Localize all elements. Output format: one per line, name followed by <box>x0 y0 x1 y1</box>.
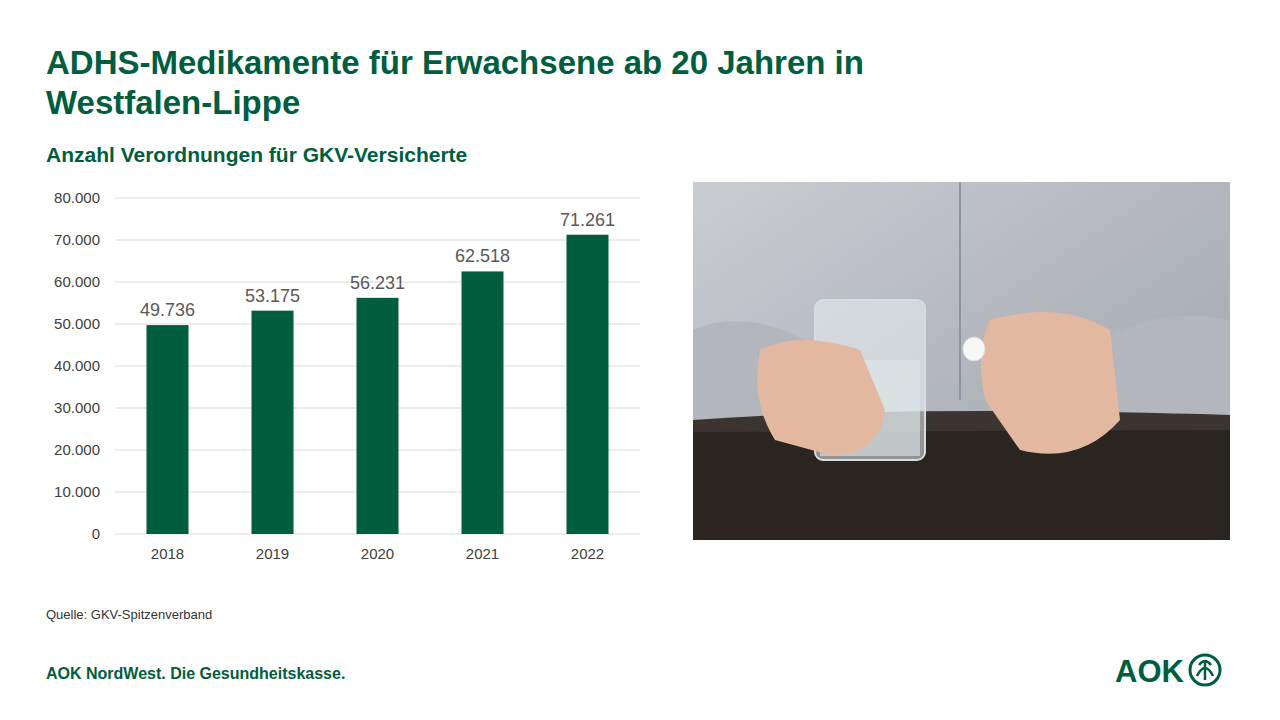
shirt-placket <box>959 182 961 400</box>
y-tick-label: 80.000 <box>54 189 100 206</box>
logo-text: AOK <box>1115 654 1185 689</box>
hand <box>757 340 885 455</box>
x-tick-label: 2019 <box>256 545 289 562</box>
pill <box>963 337 985 361</box>
bars <box>147 235 609 534</box>
subtitle: Anzahl Verordnungen für GKV-Versicherte <box>46 143 467 166</box>
title: ADHS-Medikamente für Erwachsene ab 20 Ja… <box>46 44 864 121</box>
y-tick-label: 20.000 <box>54 441 100 458</box>
bar <box>252 311 294 534</box>
x-tick-label: 2022 <box>571 545 604 562</box>
y-tick-label: 30.000 <box>54 399 100 416</box>
logo: AOK <box>1115 654 1220 689</box>
footer: AOK NordWest. Die Gesundheitskasse. <box>46 665 345 682</box>
y-tick-label: 60.000 <box>54 273 100 290</box>
data-label: 56.231 <box>350 273 405 293</box>
bar <box>567 235 609 534</box>
bar <box>147 325 189 534</box>
data-label: 62.518 <box>455 246 510 266</box>
table <box>693 420 1230 540</box>
x-tick-label: 2020 <box>361 545 394 562</box>
logo-icon-inner <box>1197 660 1213 680</box>
data-label: 71.261 <box>560 210 615 230</box>
shirt <box>693 182 1230 540</box>
photo <box>693 182 1230 540</box>
page: ADHS-Medikamente für Erwachsene ab 20 Ja… <box>0 0 1280 720</box>
data-label: 49.736 <box>140 300 195 320</box>
y-tick-label: 70.000 <box>54 231 100 248</box>
y-tick-label: 0 <box>92 525 100 542</box>
y-tick-label: 40.000 <box>54 357 100 374</box>
x-tick-label: 2021 <box>466 545 499 562</box>
y-axis: 0 10.000 20.000 30.000 40.000 50.000 60.000 70.… <box>54 189 640 542</box>
logo-icon <box>1190 655 1220 685</box>
x-tick-label: 2018 <box>151 545 184 562</box>
y-tick-label: 10.000 <box>54 483 100 500</box>
source: Quelle: GKV-Spitzenverband <box>46 607 212 622</box>
data-label: 53.175 <box>245 286 300 306</box>
title-line: ADHS-Medikamente für Erwachsene ab 20 Ja… <box>46 44 864 81</box>
y-tick-label: 50.000 <box>54 315 100 332</box>
bar <box>357 298 399 534</box>
grid-line <box>115 198 640 199</box>
grid-line <box>115 240 640 241</box>
hand <box>981 312 1120 454</box>
photo-content <box>693 182 1230 540</box>
title-line: Westfalen-Lippe <box>46 84 300 121</box>
bar <box>462 271 504 534</box>
labels: 49.736 2018 53.175 2019 56.231 2020 62.518 2021… <box>140 210 615 562</box>
